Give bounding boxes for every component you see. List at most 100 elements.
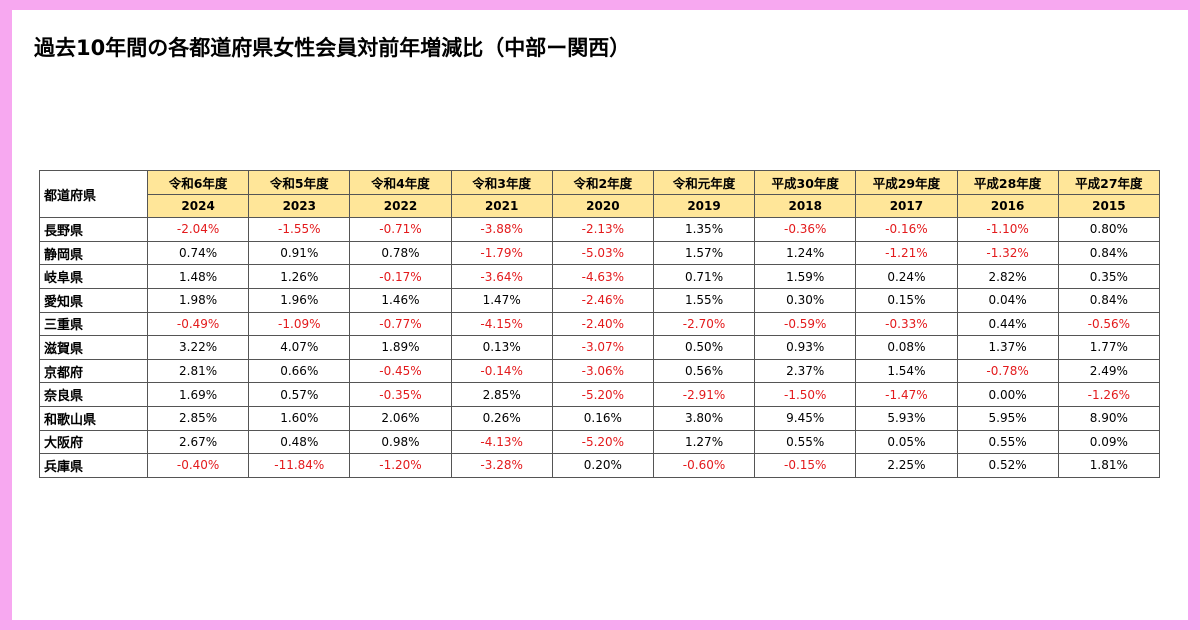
rate-cell: -1.47% [855, 382, 958, 407]
table-body: 長野県 -2.04% -1.55% -0.71% -3.88% -2.13% 1.35% -0… [39, 217, 1161, 478]
rate-cell: -4.63% [551, 264, 654, 289]
rate-cell: 2.85% [450, 382, 553, 407]
rate-cell: 1.98% [146, 287, 250, 313]
prefecture-name: 岐阜県 [39, 264, 148, 289]
year-header-row: 2024 2023 2022 2021 2020 2019 2018 2017 … [40, 193, 1161, 219]
rate-cell: -5.20% [551, 382, 654, 407]
era-header: 令和元年度 [652, 170, 756, 195]
prefecture-name: 兵庫県 [39, 453, 148, 478]
rate-cell: 0.09% [1057, 429, 1161, 455]
rate-cell: 3.80% [652, 405, 756, 431]
rate-cell: -3.06% [551, 358, 654, 384]
prefecture-name: 長野県 [39, 217, 148, 242]
rate-cell: -3.28% [450, 453, 553, 478]
rate-cell: -3.07% [551, 335, 654, 360]
rate-cell: 0.55% [754, 429, 857, 455]
rate-cell: 0.00% [956, 382, 1059, 407]
rate-cell: 4.07% [248, 335, 351, 360]
rate-cell: 0.71% [652, 264, 756, 289]
rate-cell: 0.24% [855, 264, 958, 289]
rate-cell: -0.36% [754, 217, 857, 242]
rate-cell: 1.69% [146, 382, 250, 407]
rate-cell: 1.57% [652, 240, 756, 266]
rate-cell: 2.81% [146, 358, 250, 384]
rate-cell: -2.40% [551, 311, 654, 337]
year-header: 2023 [248, 193, 351, 219]
table-row: 滋賀県 3.22% 4.07% 1.89% 0.13% -3.07% 0.50% 0.93% 0… [39, 335, 1161, 360]
year-header: 2024 [146, 193, 250, 219]
rate-cell: -1.79% [450, 240, 553, 266]
rate-cell: -4.13% [450, 429, 553, 455]
era-header: 令和2年度 [551, 170, 654, 195]
table-row: 京都府 2.81% 0.66% -0.45% -0.14% -3.06% 0.56% 2.37… [39, 358, 1161, 384]
rate-cell: -0.78% [956, 358, 1059, 384]
rate-cell: -11.84% [248, 453, 351, 478]
rate-cell: 0.26% [450, 405, 553, 431]
rate-cell: 0.55% [956, 429, 1059, 455]
rate-cell: 0.04% [956, 287, 1059, 313]
rate-cell: 8.90% [1057, 405, 1161, 431]
table-row: 三重県 -0.49% -1.09% -0.77% -4.15% -2.40% -2.70% -… [39, 311, 1161, 337]
year-header: 2019 [652, 193, 756, 219]
table-row: 静岡県 0.74% 0.91% 0.78% -1.79% -5.03% 1.57% 1.24%… [39, 240, 1161, 266]
growth-rate-table: 都道府県 令和6年度 令和5年度 令和4年度 令和3年度 令和2年度 令和元年度… [39, 169, 1161, 478]
page-title: 過去10年間の各都道府県女性会員対前年増減比（中部ー関西） [34, 36, 631, 60]
prefecture-column-header: 都道府県 [39, 169, 148, 219]
year-header: 2022 [349, 193, 452, 219]
rate-cell: 1.89% [349, 335, 452, 360]
prefecture-name: 京都府 [39, 358, 148, 384]
rate-cell: 0.57% [248, 382, 351, 407]
table-row: 兵庫県 -0.40% -11.84% -1.20% -3.28% 0.20% -0.60% -… [39, 453, 1161, 478]
rate-cell: -1.20% [349, 453, 452, 478]
rate-cell: -1.55% [248, 217, 351, 242]
rate-cell: 0.80% [1057, 217, 1161, 242]
rate-cell: 0.15% [855, 287, 958, 313]
era-header: 平成27年度 [1057, 170, 1161, 195]
era-header: 平成29年度 [855, 170, 958, 195]
rate-cell: 2.82% [956, 264, 1059, 289]
rate-cell: 1.24% [754, 240, 857, 266]
rate-cell: -0.33% [855, 311, 958, 337]
table-row: 奈良県 1.69% 0.57% -0.35% 2.85% -5.20% -2.91% -1.5… [39, 382, 1161, 407]
rate-cell: 0.35% [1057, 264, 1161, 289]
rate-cell: 2.06% [349, 405, 452, 431]
year-header: 2021 [450, 193, 553, 219]
rate-cell: -2.70% [652, 311, 756, 337]
rate-cell: 0.52% [956, 453, 1059, 478]
rate-cell: -3.88% [450, 217, 553, 242]
rate-cell: 0.13% [450, 335, 553, 360]
rate-cell: -0.16% [855, 217, 958, 242]
rate-cell: 1.26% [248, 264, 351, 289]
rate-cell: -0.14% [450, 358, 553, 384]
rate-cell: -4.15% [450, 311, 553, 337]
rate-cell: -0.56% [1057, 311, 1161, 337]
rate-cell: -1.32% [956, 240, 1059, 266]
rate-cell: 0.78% [349, 240, 452, 266]
rate-cell: 1.27% [652, 429, 756, 455]
era-header: 令和6年度 [146, 170, 250, 195]
era-header: 平成30年度 [754, 170, 857, 195]
rate-cell: -3.64% [450, 264, 553, 289]
rate-cell: 3.22% [146, 335, 250, 360]
year-header: 2015 [1057, 193, 1161, 219]
year-header: 2017 [855, 193, 958, 219]
rate-cell: 1.77% [1057, 335, 1161, 360]
rate-cell: -2.04% [146, 217, 250, 242]
rate-cell: 1.96% [248, 287, 351, 313]
rate-cell: -2.13% [551, 217, 654, 242]
rate-cell: -0.35% [349, 382, 452, 407]
table-row: 大阪府 2.67% 0.48% 0.98% -4.13% -5.20% 1.27% 0.55%… [39, 429, 1161, 455]
rate-cell: -1.50% [754, 382, 857, 407]
year-header: 2018 [754, 193, 857, 219]
rate-cell: -1.21% [855, 240, 958, 266]
rate-cell: 0.98% [349, 429, 452, 455]
rate-cell: 0.20% [551, 453, 654, 478]
rate-cell: 2.37% [754, 358, 857, 384]
rate-cell: 0.50% [652, 335, 756, 360]
rate-cell: 2.25% [855, 453, 958, 478]
rate-cell: 0.74% [146, 240, 250, 266]
rate-cell: 5.93% [855, 405, 958, 431]
rate-cell: 0.93% [754, 335, 857, 360]
table-row: 和歌山県 2.85% 1.60% 2.06% 0.26% 0.16% 3.80% 9.45% 5… [39, 405, 1161, 431]
rate-cell: 0.66% [248, 358, 351, 384]
